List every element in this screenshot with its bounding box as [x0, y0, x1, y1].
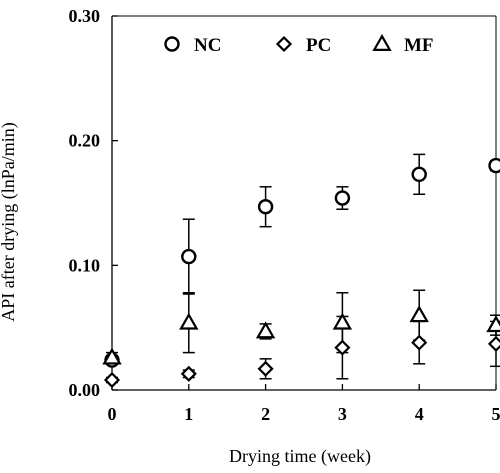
legend-label-pc: PC — [306, 35, 331, 56]
point-pc — [106, 374, 119, 387]
point-mf — [258, 324, 274, 338]
point-pc — [413, 336, 426, 349]
legend-label-mf: MF — [404, 35, 434, 56]
legend-marker-nc — [166, 38, 179, 51]
y-axis-label: API after drying (lnPa/min) — [0, 122, 19, 321]
x-tick-label: 5 — [492, 404, 500, 424]
point-nc — [182, 250, 195, 263]
legend-marker-mf — [374, 36, 390, 50]
point-mf — [411, 307, 427, 321]
point-pc — [490, 337, 500, 350]
y-tick-label: 0.00 — [69, 380, 101, 400]
point-nc — [336, 192, 349, 205]
point-nc — [259, 200, 272, 213]
point-nc — [413, 168, 426, 181]
x-tick-label: 4 — [415, 404, 424, 424]
point-pc — [182, 367, 195, 380]
error-bars-group — [106, 154, 500, 382]
axes-group: 0.00 0.10 0.20 0.30 0 1 2 3 4 5 — [69, 6, 500, 424]
y-tick-label: 0.30 — [69, 6, 101, 26]
x-tick-label: 0 — [108, 404, 117, 424]
legend: NC PC MF — [166, 35, 434, 56]
y-tick-label: 0.10 — [69, 255, 101, 275]
point-nc — [490, 159, 500, 172]
x-tick-label: 2 — [261, 404, 270, 424]
x-axis-label: Drying time (week) — [229, 446, 371, 467]
point-mf — [488, 317, 500, 331]
point-mf — [181, 315, 197, 329]
point-pc — [259, 362, 272, 375]
x-tick-label: 1 — [184, 404, 193, 424]
y-tick-label: 0.20 — [69, 131, 101, 151]
legend-label-nc: NC — [194, 35, 221, 56]
markers-group — [104, 159, 500, 386]
legend-marker-pc — [278, 38, 291, 51]
x-tick-label: 3 — [338, 404, 347, 424]
